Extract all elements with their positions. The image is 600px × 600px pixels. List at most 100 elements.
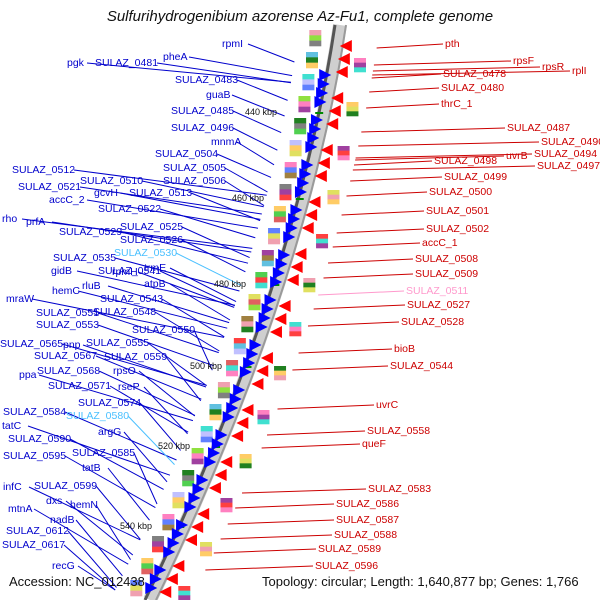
gene-label-left[interactable]: argG bbox=[98, 426, 122, 438]
gene-label-right[interactable]: SULAZ_0586 bbox=[336, 498, 400, 510]
gene-label-left[interactable]: SULAZ_0505 bbox=[163, 162, 227, 174]
gene-label-left[interactable]: SULAZ_0612 bbox=[6, 525, 70, 537]
gene-label-right[interactable]: rplI bbox=[572, 65, 587, 77]
gene-label-left[interactable]: gidB bbox=[51, 265, 73, 277]
gene-label-right[interactable]: SULAZ_0527 bbox=[407, 299, 471, 311]
gene-label-left[interactable]: SULAZ_0565 bbox=[0, 338, 64, 350]
gene-label-right[interactable]: rpsF bbox=[513, 55, 534, 67]
gene-label-left[interactable]: SULAZ_0525 bbox=[120, 221, 184, 233]
gene-label-left[interactable]: nadB bbox=[50, 514, 75, 526]
gene-label-right[interactable]: queF bbox=[362, 438, 386, 450]
gene-label-left[interactable]: pheA bbox=[163, 51, 188, 63]
gene-label-left[interactable]: gcvH bbox=[94, 187, 118, 199]
gene-label-left[interactable]: prfA bbox=[26, 216, 46, 228]
gene-label-left[interactable]: SULAZ_0522 bbox=[98, 203, 162, 215]
gene-label-left[interactable]: SULAZ_0559 bbox=[104, 351, 168, 363]
gene-label-left[interactable]: rseP bbox=[118, 381, 140, 393]
gene-label-right[interactable]: thrC_1 bbox=[441, 98, 473, 110]
gene-label-left[interactable]: SULAZ_0521 bbox=[18, 181, 82, 193]
gene-label-left[interactable]: SULAZ_0553 bbox=[36, 319, 100, 331]
gene-label-left[interactable]: pgk bbox=[67, 57, 84, 69]
gene-label-left[interactable]: hemC bbox=[52, 285, 81, 297]
gene-label-left[interactable]: infC bbox=[3, 481, 22, 493]
gene-label-left[interactable]: SULAZ_0590 bbox=[8, 433, 72, 445]
gene-label-right[interactable]: SULAZ_0478 bbox=[443, 68, 507, 80]
gene-label-left[interactable]: SULAZ_0555 bbox=[86, 337, 150, 349]
gene-label-right[interactable]: SULAZ_0589 bbox=[318, 543, 382, 555]
gene-label-right[interactable]: SULAZ_0509 bbox=[415, 268, 479, 280]
gene-label-left[interactable]: SULAZ_0595 bbox=[3, 450, 67, 462]
gene-label-left[interactable]: SULAZ_0548 bbox=[93, 306, 157, 318]
gene-label-right[interactable]: SULAZ_0494 bbox=[534, 148, 598, 160]
gene-label-left[interactable]: SULAZ_0529 bbox=[59, 226, 123, 238]
gene-label-left[interactable]: SULAZ_0543 bbox=[100, 293, 164, 305]
gene-label-left[interactable]: SULAZ_0599 bbox=[34, 480, 98, 492]
gene-label-left[interactable]: SULAZ_0580 bbox=[66, 410, 130, 422]
gene-label-right[interactable]: SULAZ_0501 bbox=[426, 205, 490, 217]
gene-label-right[interactable]: SULAZ_0497 bbox=[537, 160, 600, 172]
gene-label-right[interactable]: SULAZ_0596 bbox=[315, 560, 379, 572]
gene-label-right[interactable]: rpsR bbox=[542, 61, 565, 73]
gene-label-right[interactable]: SULAZ_0487 bbox=[507, 122, 571, 134]
gene-label-left[interactable]: SULAZ_0530 bbox=[114, 247, 178, 259]
gene-label-left[interactable]: atpB bbox=[144, 278, 166, 290]
gene-label-left[interactable]: SULAZ_0485 bbox=[171, 105, 235, 117]
gene-label-left[interactable]: SULAZ_0481 bbox=[95, 57, 159, 69]
gene-label-right[interactable]: SULAZ_0500 bbox=[429, 186, 493, 198]
gene-label-right[interactable]: SULAZ_0558 bbox=[367, 425, 431, 437]
gene-label-left[interactable]: SULAZ_0584 bbox=[3, 406, 67, 418]
gene-label-right[interactable]: uvrB bbox=[506, 150, 528, 162]
gene-label-left[interactable]: SULAZ_0496 bbox=[171, 122, 235, 134]
gene-label-left[interactable]: rluB bbox=[82, 280, 101, 292]
gene-label-left[interactable]: SULAZ_0551 bbox=[36, 307, 100, 319]
gene-label-right[interactable]: accC_1 bbox=[422, 237, 458, 249]
gene-label-left[interactable]: rho bbox=[2, 213, 18, 225]
gene-label-right[interactable]: SULAZ_0544 bbox=[390, 360, 454, 372]
gene-label-left[interactable]: mraW bbox=[6, 293, 34, 305]
gene-label-right[interactable]: SULAZ_0511 bbox=[406, 285, 469, 297]
gene-label-left[interactable]: SULAZ_0510 bbox=[80, 175, 144, 187]
gene-label-left[interactable]: rpsO bbox=[113, 365, 136, 377]
gene-label-right[interactable]: SULAZ_0508 bbox=[415, 253, 479, 265]
gene-label-left[interactable]: SULAZ_0617 bbox=[2, 539, 66, 551]
gene-label-right[interactable]: SULAZ_0498 bbox=[434, 155, 498, 167]
gene-label-right[interactable]: pth bbox=[445, 38, 460, 50]
gene-label-right[interactable]: SULAZ_0583 bbox=[368, 483, 432, 495]
gene-label-right[interactable]: SULAZ_0587 bbox=[336, 514, 400, 526]
gene-label-left[interactable]: SULAZ_0513 bbox=[129, 187, 193, 199]
gene-label-left[interactable]: SULAZ_0568 bbox=[37, 365, 101, 377]
gene-label-left[interactable]: tatB bbox=[82, 462, 101, 474]
gene-label-left[interactable]: guaB bbox=[206, 89, 231, 101]
gene-label-left[interactable]: SULAZ_0506 bbox=[163, 175, 227, 187]
gene-label-left[interactable]: recG bbox=[52, 560, 75, 572]
gene-label-left[interactable]: accC_2 bbox=[49, 194, 85, 206]
gene-label-right[interactable]: SULAZ_0480 bbox=[441, 82, 505, 94]
gene-label-left[interactable]: SULAZ_0526 bbox=[120, 234, 184, 246]
gene-label-left[interactable]: dxs bbox=[46, 495, 63, 507]
gene-label-left[interactable]: SULAZ_0567 bbox=[34, 350, 98, 362]
gene-label-left[interactable]: tatC bbox=[2, 420, 22, 432]
gene-label-left[interactable]: rpmH bbox=[112, 266, 138, 278]
gene-label-left[interactable]: ppa bbox=[19, 369, 37, 381]
gene-label-left[interactable]: SULAZ_0541 bbox=[98, 265, 162, 277]
gene-label-left[interactable]: mtnA bbox=[8, 503, 33, 515]
gene-label-left[interactable]: SULAZ_0483 bbox=[175, 74, 239, 86]
gene-label-left[interactable]: SULAZ_0574 bbox=[78, 397, 142, 409]
gene-label-left[interactable]: SULAZ_0512 bbox=[12, 164, 76, 176]
gene-label-left[interactable]: mnmA bbox=[211, 136, 242, 148]
gene-label-left[interactable]: trmE bbox=[144, 262, 167, 274]
gene-label-right[interactable]: SULAZ_0502 bbox=[426, 223, 490, 235]
gene-label-right[interactable]: SULAZ_0499 bbox=[444, 171, 508, 183]
gene-label-left[interactable]: pnp bbox=[63, 339, 81, 351]
gene-label-left[interactable]: SULAZ_0550 bbox=[132, 324, 196, 336]
gene-label-left[interactable]: SULAZ_0571 bbox=[48, 380, 112, 392]
gene-label-right[interactable]: bioB bbox=[394, 343, 416, 355]
gene-label-left[interactable]: rpmI bbox=[222, 38, 243, 50]
gene-label-left[interactable]: SULAZ_0504 bbox=[155, 148, 219, 160]
gene-label-right[interactable]: SULAZ_0490 bbox=[541, 136, 600, 148]
gene-label-left[interactable]: hemN bbox=[70, 499, 99, 511]
gene-label-left[interactable]: SULAZ_0535 bbox=[53, 252, 117, 264]
gene-label-right[interactable]: SULAZ_0528 bbox=[401, 316, 465, 328]
gene-label-right[interactable]: uvrC bbox=[376, 399, 399, 411]
gene-label-right[interactable]: SULAZ_0588 bbox=[334, 529, 398, 541]
